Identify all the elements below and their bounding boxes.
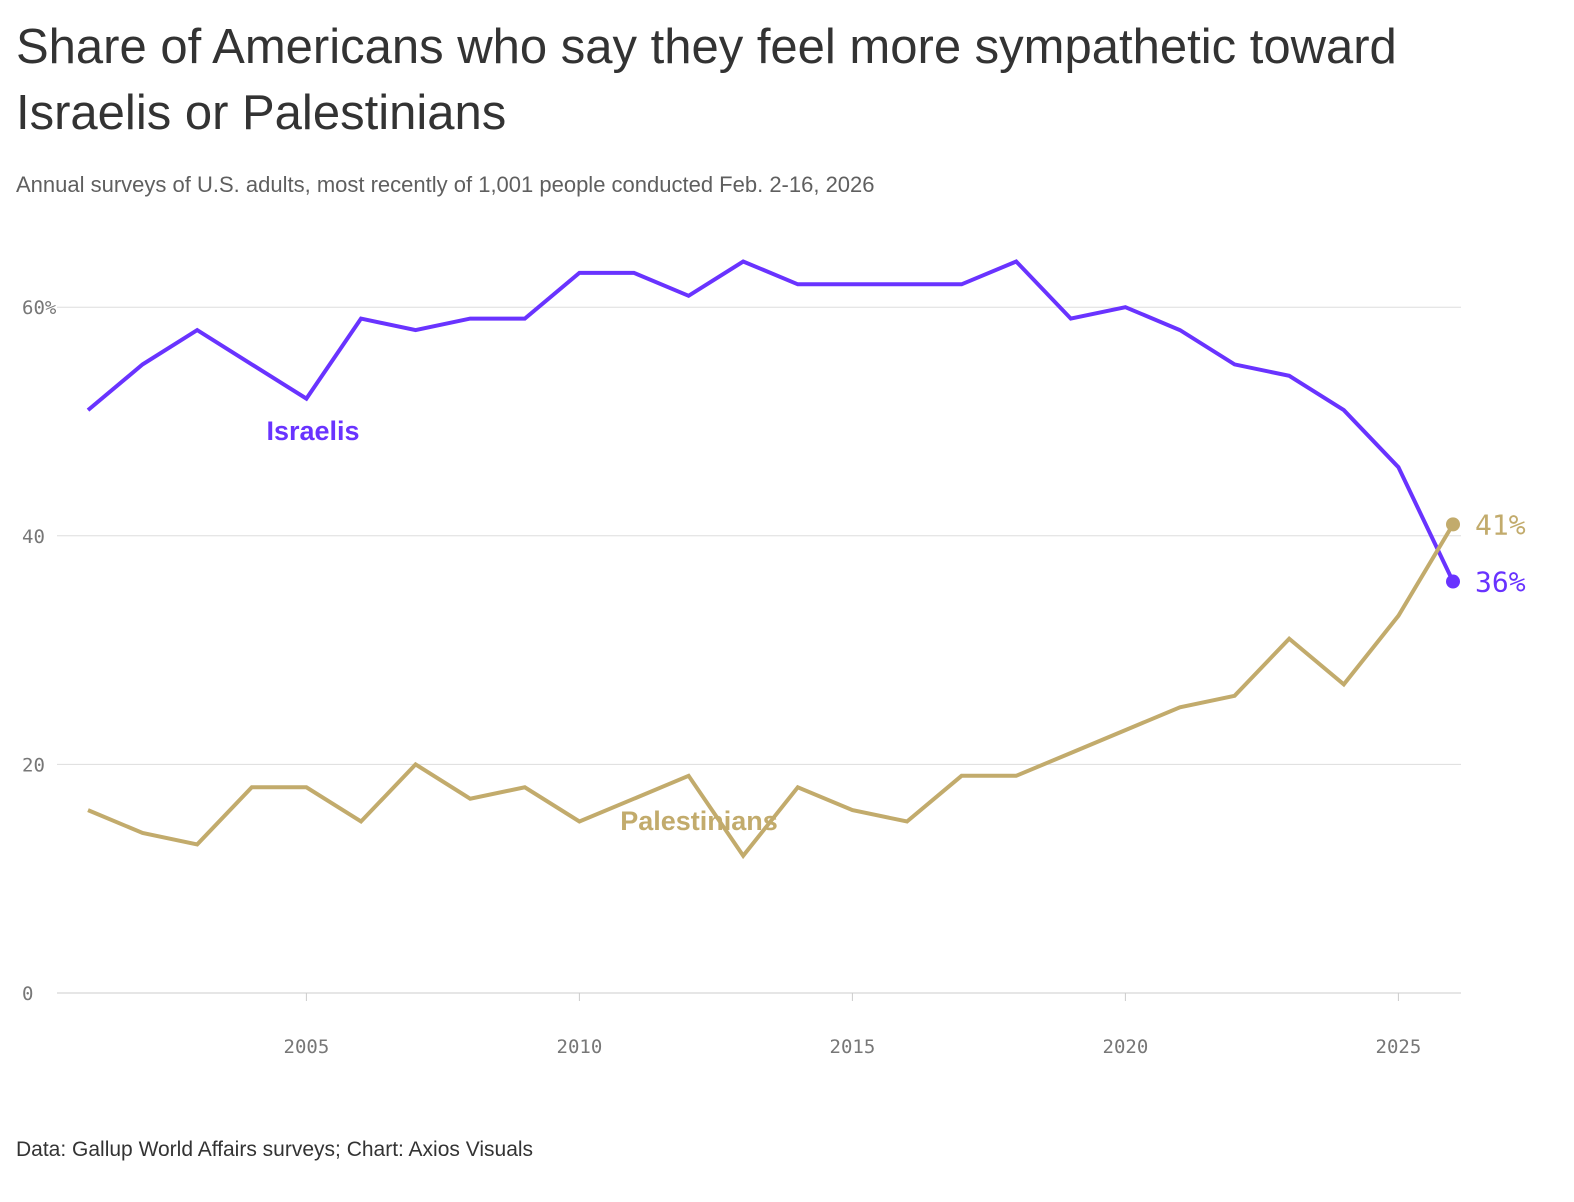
- series-label-palestinians: Palestinians: [620, 806, 778, 836]
- y-tick-label: 60%: [22, 297, 57, 319]
- x-axis-ticks: 2005 2010 2015 2020 2025: [284, 993, 1422, 1058]
- x-tick-label: 2025: [1376, 1036, 1422, 1058]
- series-label-israelis: Israelis: [266, 416, 359, 446]
- x-tick-label: 2015: [830, 1036, 876, 1058]
- x-tick-label: 2010: [557, 1036, 603, 1058]
- y-axis-ticks: 0 20 40 60%: [22, 297, 57, 1005]
- line-chart: 0 20 40 60% 2005 2010 2015 2020 2025 36% 41% Isr…: [22, 259, 1526, 1058]
- end-point-palestinians: [1446, 517, 1460, 532]
- y-tick-label: 40: [22, 526, 45, 548]
- end-label-israelis: 36%: [1475, 566, 1526, 599]
- end-label-palestinians: 41%: [1475, 508, 1526, 541]
- gridlines: [57, 306, 1461, 994]
- series-line-palestinians: [87, 523, 1455, 860]
- x-tick-label: 2005: [284, 1036, 330, 1058]
- chart-title: Share of Americans who say they feel mor…: [16, 20, 1397, 140]
- end-point-israelis: [1446, 574, 1460, 589]
- source-note: Data: Gallup World Affairs surveys; Char…: [16, 1138, 534, 1161]
- y-tick-label: 0: [22, 983, 33, 1005]
- chart-subtitle: Annual surveys of U.S. adults, most rece…: [16, 172, 875, 197]
- series-lines: 36% 41%: [86, 259, 1526, 860]
- series-line-israelis: [86, 259, 1455, 583]
- x-tick-label: 2020: [1103, 1036, 1149, 1058]
- y-tick-label: 20: [22, 754, 45, 776]
